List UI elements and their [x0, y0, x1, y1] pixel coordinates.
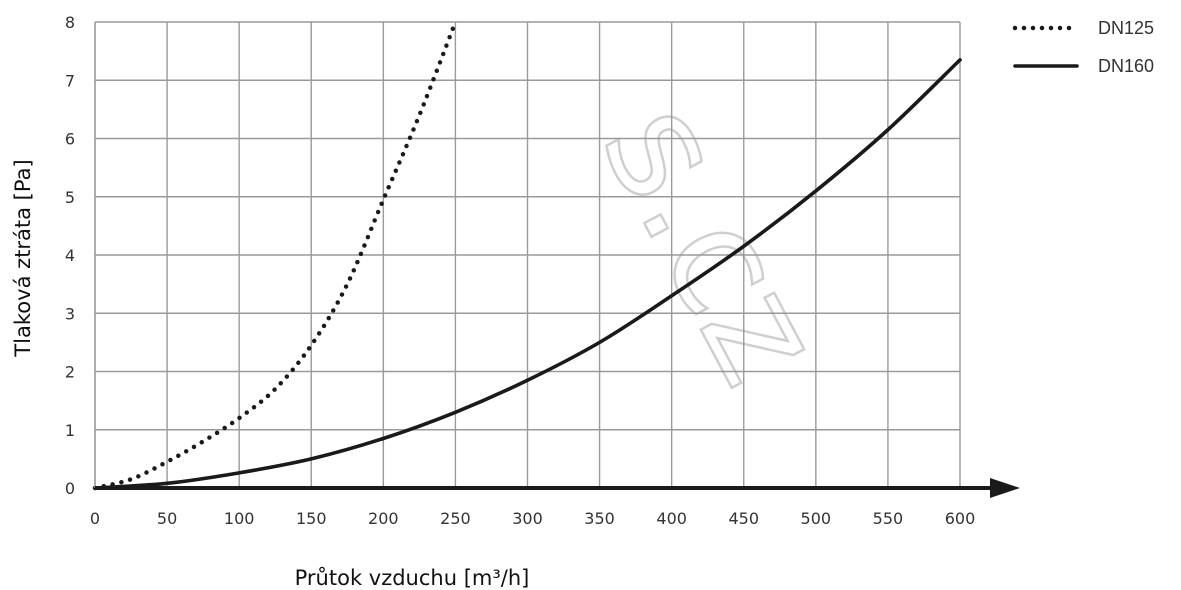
- x-axis-arrow-icon: [990, 478, 1020, 498]
- x-tick-label-400: 400: [656, 509, 687, 528]
- y-tick-label-5: 5: [65, 188, 75, 207]
- x-tick-label-300: 300: [512, 509, 543, 528]
- series-line-dn125: [92, 19, 458, 491]
- x-tick-label-50: 50: [157, 509, 177, 528]
- y-tick-label-1: 1: [65, 421, 75, 440]
- chart-axes: [94, 22, 1020, 498]
- x-tick-label-0: 0: [90, 509, 100, 528]
- x-axis-label: Průtok vzduchu [m³/h]: [295, 566, 530, 590]
- y-tick-label-0: 0: [65, 479, 75, 498]
- y-tick-label-8: 8: [65, 13, 75, 32]
- y-tick-label-2: 2: [65, 363, 75, 382]
- y-tick-label-3: 3: [65, 304, 75, 323]
- x-tick-label-450: 450: [728, 509, 759, 528]
- x-tick-label-100: 100: [224, 509, 255, 528]
- y-tick-label-7: 7: [65, 71, 75, 90]
- y-axis-label: Tlaková ztráta [Pa]: [11, 159, 35, 357]
- y-tick-label-4: 4: [65, 246, 75, 265]
- x-tick-label-350: 350: [584, 509, 615, 528]
- x-tick-label-250: 250: [440, 509, 471, 528]
- x-tick-label-500: 500: [801, 509, 832, 528]
- chart-series: [92, 19, 962, 491]
- legend-label-dn160: DN160: [1098, 56, 1154, 76]
- x-tick-label-150: 150: [296, 509, 327, 528]
- chart-legend: DN125 DN160: [1012, 18, 1154, 76]
- x-tick-label-600: 600: [945, 509, 976, 528]
- series-line-dn160: [93, 58, 962, 490]
- chart-tick-labels: 0 50 100 150 200 250 300 350 400 450 500 550 600 0 1 2 3…: [65, 13, 975, 528]
- legend-label-dn125: DN125: [1098, 18, 1154, 38]
- y-tick-label-6: 6: [65, 130, 75, 149]
- chart-grid: [95, 21, 961, 488]
- x-tick-label-550: 550: [873, 509, 904, 528]
- watermark-text: s.cz: [568, 75, 856, 410]
- x-tick-label-200: 200: [368, 509, 399, 528]
